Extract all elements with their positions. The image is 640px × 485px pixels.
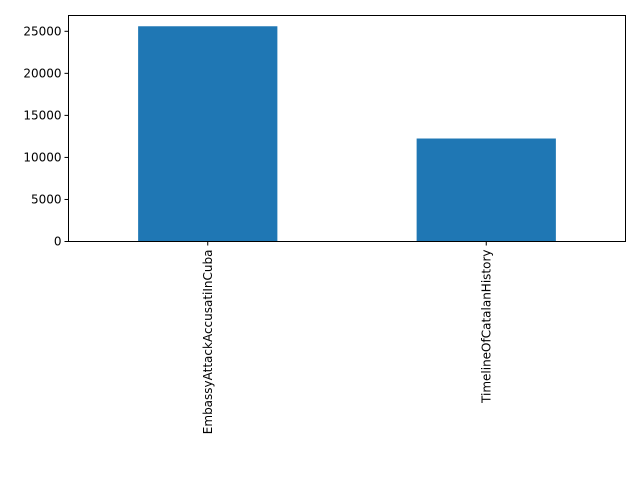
bar-1	[416, 138, 556, 242]
y-tick-label-4: 20000	[23, 66, 61, 80]
bar-0	[138, 26, 278, 242]
x-tick-label-1: TimelineOfCatalanHistory	[479, 250, 493, 404]
y-tick-label-1: 5000	[31, 192, 62, 206]
plot-area-frame	[68, 15, 626, 242]
y-axis: 0 5000 10000 15000 20000 25000	[23, 24, 69, 249]
x-axis: EmbassyAttackAccusatiInCuba TimelineOfCat…	[201, 241, 493, 435]
bars-layer	[138, 26, 556, 242]
x-tick-label-0: EmbassyAttackAccusatiInCuba	[201, 250, 215, 435]
y-tick-label-2: 10000	[23, 150, 61, 164]
y-tick-label-5: 25000	[23, 24, 61, 38]
y-tick-label-3: 15000	[23, 108, 61, 122]
y-tick-label-0: 0	[54, 235, 62, 249]
